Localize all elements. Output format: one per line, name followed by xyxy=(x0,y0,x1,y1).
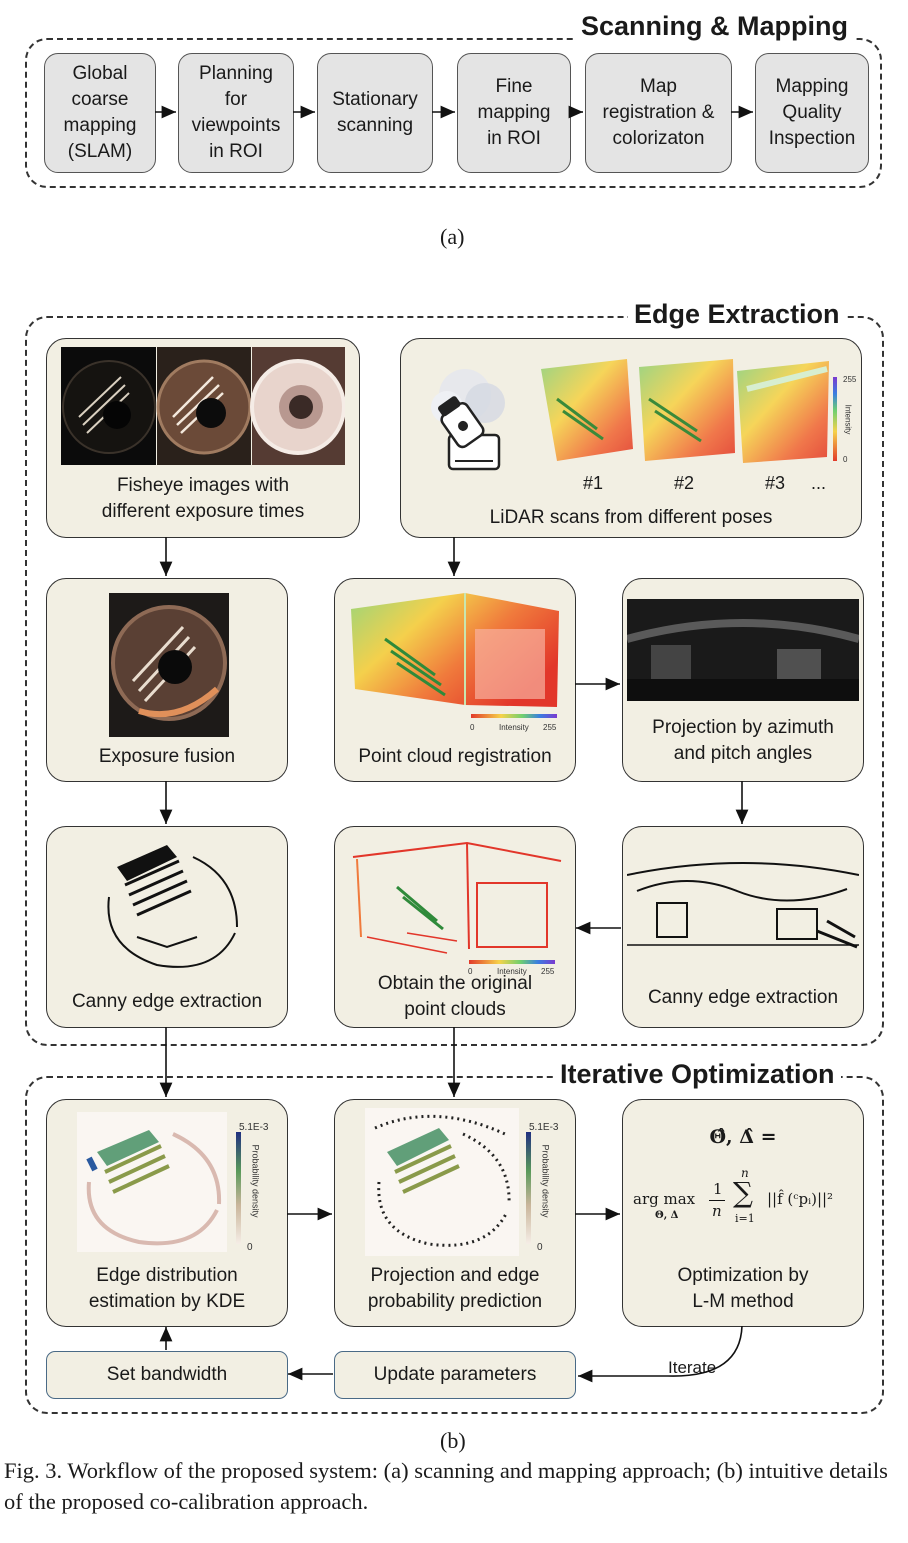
set-bandwidth-box: Set bandwidth xyxy=(46,1351,288,1399)
canny-right-image xyxy=(627,862,859,949)
original-pc-card: 0 Intensity 255 Obtain the original poin… xyxy=(334,826,576,1028)
lidar-scans-card: 255 Intensity 0 #1 #2 #3 ... LiDAR scans… xyxy=(400,338,862,538)
point-cloud-registration-card: 0 Intensity 255 Point cloud registration xyxy=(334,578,576,782)
lidar-intensity-bar xyxy=(833,377,837,461)
proj-density-max: 5.1E-3 xyxy=(529,1122,559,1133)
equation-line2: arg max Θ, Δ 1 n n ∑ i=1 ||f̂ (ᶜpᵢ)||² xyxy=(629,1166,865,1238)
canny-right-caption: Canny edge extraction xyxy=(647,987,839,1008)
optimization-caption: Optimization by L-M method xyxy=(677,1265,809,1312)
fisheye-caption: Fisheye images with different exposure t… xyxy=(101,475,305,522)
proj-density-min: 0 xyxy=(537,1242,543,1253)
scan-label-1: #1 xyxy=(583,473,604,493)
canny-left-image xyxy=(107,845,238,968)
scan-1 xyxy=(541,359,633,461)
lidar-caption: LiDAR scans from different poses xyxy=(489,507,773,528)
pc-reg-intensity-label: Intensity xyxy=(499,723,529,732)
original-pc-intensity-bar xyxy=(469,960,555,964)
sublabel-a: (a) xyxy=(440,224,465,249)
equation-argmax: arg max xyxy=(633,1190,696,1208)
optimization-card: Θ̂, Δ̂ = arg max Θ, Δ 1 n n ∑ i=1 ||f̂ (… xyxy=(622,1099,864,1327)
canny-left-caption: Canny edge extraction xyxy=(71,991,263,1012)
kde-density-bar xyxy=(236,1132,241,1244)
kde-image xyxy=(77,1112,227,1252)
arrow-opt-to-update xyxy=(578,1325,743,1383)
exposure-fusion-caption: Exposure fusion xyxy=(98,746,236,767)
original-point-cloud xyxy=(352,841,562,954)
scan-label-more: ... xyxy=(811,473,827,493)
lidar-intensity-min: 0 xyxy=(843,455,848,464)
step-planning-viewpoints: Planning for viewpoints in ROI xyxy=(178,53,294,173)
step-global-coarse-mapping: Global coarse mapping (SLAM) xyxy=(44,53,156,173)
scan-2 xyxy=(639,359,735,461)
fused-fisheye-image xyxy=(109,593,229,737)
scanning-mapping-group xyxy=(25,38,882,188)
projection-prediction-image xyxy=(365,1108,519,1256)
fisheye-images xyxy=(61,347,345,465)
projected-panorama xyxy=(627,599,859,701)
kde-density-max: 5.1E-3 xyxy=(239,1122,269,1133)
pc-reg-intensity-max: 255 xyxy=(543,723,557,732)
sublabel-b: (b) xyxy=(440,1428,466,1453)
equation-frac-den: n xyxy=(712,1202,722,1220)
edge-extraction-title: Edge Extraction xyxy=(628,298,846,330)
equation-argmax-sub: Θ, Δ xyxy=(655,1210,679,1221)
scan-label-2: #2 xyxy=(674,473,695,493)
kde-caption: Edge distribution estimation by KDE xyxy=(88,1265,246,1312)
original-pc-intensity-min: 0 xyxy=(468,967,473,976)
panel-a-arrows xyxy=(155,105,753,119)
pc-reg-caption: Point cloud registration xyxy=(358,746,552,767)
original-pc-caption: Obtain the original point clouds xyxy=(377,973,533,1020)
canny-left-card: Canny edge extraction xyxy=(46,826,288,1028)
projection-caption: Projection by azimuth and pitch angles xyxy=(652,717,834,764)
exposure-fusion-card: Exposure fusion xyxy=(46,578,288,782)
canny-right-card: Canny edge extraction xyxy=(622,826,864,1028)
equation-body: ||f̂ (ᶜpᵢ)||² xyxy=(767,1190,834,1208)
equation-sum-bot: i=1 xyxy=(735,1212,755,1225)
pc-reg-intensity-bar xyxy=(471,714,557,718)
proj-pred-caption: Projection and edge probability predicti… xyxy=(367,1265,543,1312)
equation-sum-top: n xyxy=(741,1166,749,1180)
equation-frac-num: 1 xyxy=(713,1180,723,1198)
equation-frac-line xyxy=(709,1200,725,1201)
registered-point-cloud xyxy=(351,593,559,707)
update-parameters-box: Update parameters xyxy=(334,1351,576,1399)
original-pc-intensity-label: Intensity xyxy=(497,967,527,976)
lidar-scan-images xyxy=(541,359,829,463)
kde-card: 5.1E-3 Probability density 0 Edge distri… xyxy=(46,1099,288,1327)
scanning-mapping-title: Scanning & Mapping xyxy=(575,10,854,42)
projection-prediction-card: 5.1E-3 Probability density 0 Projection … xyxy=(334,1099,576,1327)
step-stationary-scanning: Stationary scanning xyxy=(317,53,433,173)
lidar-scanner-icon xyxy=(431,369,505,471)
kde-density-min: 0 xyxy=(247,1242,253,1253)
proj-density-bar xyxy=(526,1132,531,1244)
pc-reg-intensity-min: 0 xyxy=(470,723,475,732)
scan-label-3: #3 xyxy=(765,473,786,493)
lidar-intensity-max: 255 xyxy=(843,375,857,384)
original-pc-intensity-max: 255 xyxy=(541,967,555,976)
step-fine-mapping: Fine mapping in ROI xyxy=(457,53,571,173)
equation-line1: Θ̂, Δ̂ = xyxy=(709,1126,777,1148)
step-map-registration: Map registration & colorizaton xyxy=(585,53,732,173)
figure-caption: Fig. 3. Workflow of the proposed system:… xyxy=(4,1458,888,1514)
fisheye-card: Fisheye images with different exposure t… xyxy=(46,338,360,538)
step-mapping-quality: Mapping Quality Inspection xyxy=(755,53,869,173)
projection-card: Projection by azimuth and pitch angles xyxy=(622,578,864,782)
equation-sum-symbol: ∑ xyxy=(733,1176,753,1209)
iterative-optimization-title: Iterative Optimization xyxy=(554,1058,841,1090)
